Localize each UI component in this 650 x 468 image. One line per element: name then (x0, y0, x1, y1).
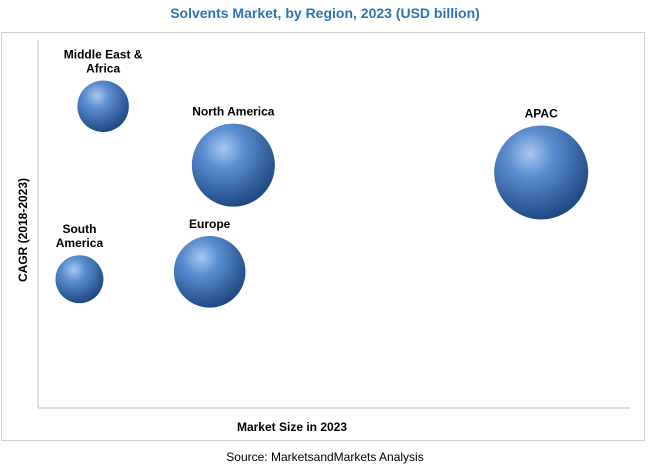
chart-title: Solvents Market, by Region, 2023 (USD bi… (170, 5, 480, 21)
bubble-north-america (191, 123, 275, 207)
bubble-label: North America (192, 105, 275, 119)
bubble-label: South America (56, 222, 104, 250)
source-note: Source: MarketsandMarkets Analysis (226, 450, 424, 464)
x-axis-label: Market Size in 2023 (237, 420, 347, 434)
chart-frame (1, 32, 645, 441)
bubble-middle-east-africa (77, 80, 129, 132)
bubble-layer: Middle East & Africa North America APAC Sout… (55, 47, 589, 308)
bubble-europe (173, 236, 246, 308)
bubble-label: Europe (189, 217, 231, 231)
bubble-south-america (55, 255, 104, 304)
y-axis-label: CAGR (2018-2023) (16, 178, 30, 282)
bubble-apac (494, 125, 589, 220)
bubble-label: APAC (525, 106, 558, 120)
bubble-label: Middle East & Africa (64, 47, 143, 75)
